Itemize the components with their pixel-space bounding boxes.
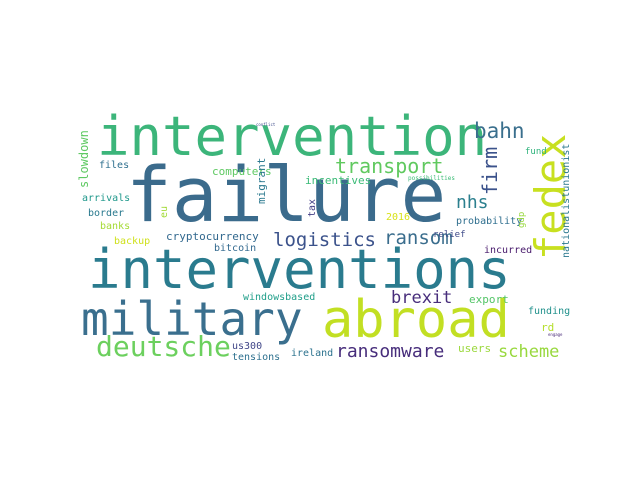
word-possibilities: possibilities bbox=[408, 175, 455, 182]
word-users: users bbox=[458, 342, 492, 355]
word-engage: engage bbox=[548, 332, 563, 337]
word-relief: relief bbox=[433, 230, 466, 240]
word-incentives: incentives bbox=[305, 174, 372, 187]
word-gdp: gdp bbox=[517, 211, 527, 228]
word-slowdown: slowdown bbox=[77, 130, 91, 188]
word-border: border bbox=[88, 208, 125, 219]
word-abroad: abroad bbox=[322, 290, 510, 350]
word-eu: eu bbox=[159, 205, 170, 218]
word-bahn: bahn bbox=[474, 119, 525, 143]
word-probability: probability bbox=[456, 216, 523, 227]
word-logistics: logistics bbox=[273, 229, 376, 251]
word-brexit: brexit bbox=[391, 288, 453, 308]
word-ireland: ireland bbox=[291, 348, 334, 359]
word-failure: failure bbox=[126, 150, 447, 239]
word-export: export bbox=[469, 293, 509, 306]
word-migrant: migrant bbox=[255, 157, 268, 204]
word-nationalistunionist: nationalistunionist bbox=[561, 143, 572, 258]
word-arrivals: arrivals bbox=[82, 193, 131, 204]
word-computers: computers bbox=[212, 165, 272, 178]
word-fund: fund bbox=[525, 147, 547, 157]
word-rd: rd bbox=[541, 321, 555, 334]
word-conflict: conflict bbox=[256, 122, 276, 127]
word-backup: backup bbox=[114, 236, 151, 247]
word-incurred: incurred bbox=[484, 245, 533, 256]
word-files: files bbox=[99, 160, 130, 171]
word-deutsche: deutsche bbox=[96, 330, 231, 363]
word-interventions: interventions bbox=[88, 238, 511, 301]
word-tensions: tensions bbox=[232, 352, 281, 363]
word-ransom: ransom bbox=[384, 227, 453, 249]
word-banks: banks bbox=[100, 221, 131, 232]
word-us300: us300 bbox=[232, 341, 263, 352]
word-scheme: scheme bbox=[498, 342, 560, 362]
word-intervention: intervention bbox=[97, 105, 488, 168]
word-tax: tax bbox=[307, 198, 318, 217]
word-funding: funding bbox=[528, 306, 571, 317]
word-military: military bbox=[81, 292, 303, 346]
word-cryptocurrency: cryptocurrency bbox=[166, 230, 259, 243]
word-firm: firm bbox=[478, 146, 502, 195]
word-windowsbased: windowsbased bbox=[243, 292, 316, 303]
word-2016: 2016 bbox=[386, 212, 411, 223]
word-ransomware: ransomware bbox=[336, 341, 445, 362]
word-nhs: nhs bbox=[456, 192, 489, 213]
word-transport: transport bbox=[335, 154, 444, 178]
word-bitcoin: bitcoin bbox=[214, 243, 257, 254]
